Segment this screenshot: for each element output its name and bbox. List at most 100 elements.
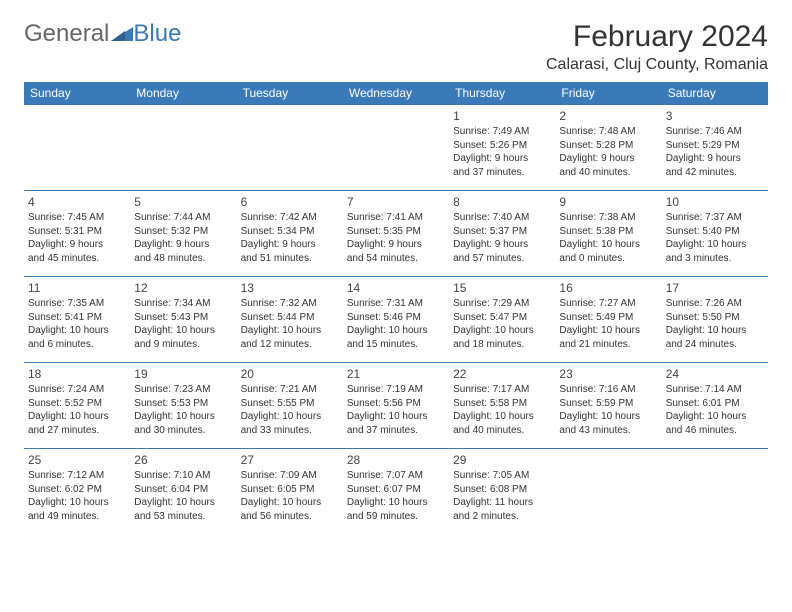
day-number: 8 <box>453 194 551 210</box>
day-number: 21 <box>347 366 445 382</box>
day-daylight2: and 30 minutes. <box>134 424 232 438</box>
calendar-day-cell: 27Sunrise: 7:09 AMSunset: 6:05 PMDayligh… <box>237 449 343 535</box>
day-number: 6 <box>241 194 339 210</box>
day-sunset: Sunset: 6:01 PM <box>666 397 764 411</box>
day-daylight2: and 45 minutes. <box>28 252 126 266</box>
day-daylight2: and 54 minutes. <box>347 252 445 266</box>
day-sunrise: Sunrise: 7:26 AM <box>666 297 764 311</box>
day-daylight2: and 12 minutes. <box>241 338 339 352</box>
day-daylight1: Daylight: 9 hours <box>666 152 764 166</box>
day-daylight2: and 33 minutes. <box>241 424 339 438</box>
day-number: 4 <box>28 194 126 210</box>
calendar-day-cell: 9Sunrise: 7:38 AMSunset: 5:38 PMDaylight… <box>555 191 661 277</box>
day-sunset: Sunset: 5:47 PM <box>453 311 551 325</box>
calendar-day-cell: 8Sunrise: 7:40 AMSunset: 5:37 PMDaylight… <box>449 191 555 277</box>
calendar-day-cell: 29Sunrise: 7:05 AMSunset: 6:08 PMDayligh… <box>449 449 555 535</box>
weekday-header: Monday <box>130 82 236 105</box>
day-daylight1: Daylight: 10 hours <box>453 324 551 338</box>
day-sunset: Sunset: 5:56 PM <box>347 397 445 411</box>
day-sunrise: Sunrise: 7:05 AM <box>453 469 551 483</box>
weekday-header: Sunday <box>24 82 130 105</box>
calendar-day-cell: 22Sunrise: 7:17 AMSunset: 5:58 PMDayligh… <box>449 363 555 449</box>
location: Calarasi, Cluj County, Romania <box>546 56 768 74</box>
day-sunset: Sunset: 5:44 PM <box>241 311 339 325</box>
day-number: 12 <box>134 280 232 296</box>
calendar-day-cell: 6Sunrise: 7:42 AMSunset: 5:34 PMDaylight… <box>237 191 343 277</box>
day-sunset: Sunset: 5:32 PM <box>134 225 232 239</box>
weekday-header-row: SundayMondayTuesdayWednesdayThursdayFrid… <box>24 82 768 105</box>
day-sunset: Sunset: 5:53 PM <box>134 397 232 411</box>
day-daylight1: Daylight: 10 hours <box>347 410 445 424</box>
day-sunset: Sunset: 5:34 PM <box>241 225 339 239</box>
day-sunrise: Sunrise: 7:37 AM <box>666 211 764 225</box>
calendar-week-row: 25Sunrise: 7:12 AMSunset: 6:02 PMDayligh… <box>24 449 768 535</box>
day-daylight1: Daylight: 10 hours <box>241 496 339 510</box>
day-daylight1: Daylight: 10 hours <box>28 324 126 338</box>
day-sunrise: Sunrise: 7:27 AM <box>559 297 657 311</box>
day-sunset: Sunset: 5:37 PM <box>453 225 551 239</box>
day-sunrise: Sunrise: 7:21 AM <box>241 383 339 397</box>
calendar-day-cell: 14Sunrise: 7:31 AMSunset: 5:46 PMDayligh… <box>343 277 449 363</box>
day-daylight2: and 37 minutes. <box>453 166 551 180</box>
day-sunrise: Sunrise: 7:17 AM <box>453 383 551 397</box>
day-daylight2: and 42 minutes. <box>666 166 764 180</box>
weekday-header: Tuesday <box>237 82 343 105</box>
day-daylight2: and 40 minutes. <box>453 424 551 438</box>
day-sunset: Sunset: 5:40 PM <box>666 225 764 239</box>
calendar-body: 1Sunrise: 7:49 AMSunset: 5:26 PMDaylight… <box>24 105 768 535</box>
day-daylight1: Daylight: 10 hours <box>666 324 764 338</box>
day-sunrise: Sunrise: 7:24 AM <box>28 383 126 397</box>
day-daylight2: and 49 minutes. <box>28 510 126 524</box>
day-number: 2 <box>559 108 657 124</box>
day-number: 29 <box>453 452 551 468</box>
day-number: 9 <box>559 194 657 210</box>
calendar-empty-cell <box>555 449 661 535</box>
day-number: 3 <box>666 108 764 124</box>
day-sunrise: Sunrise: 7:48 AM <box>559 125 657 139</box>
day-number: 19 <box>134 366 232 382</box>
day-daylight2: and 43 minutes. <box>559 424 657 438</box>
day-sunrise: Sunrise: 7:14 AM <box>666 383 764 397</box>
month-title: February 2024 <box>546 20 768 54</box>
calendar-day-cell: 17Sunrise: 7:26 AMSunset: 5:50 PMDayligh… <box>662 277 768 363</box>
calendar-empty-cell <box>130 105 236 191</box>
day-number: 28 <box>347 452 445 468</box>
day-daylight1: Daylight: 10 hours <box>28 496 126 510</box>
day-sunrise: Sunrise: 7:34 AM <box>134 297 232 311</box>
day-sunrise: Sunrise: 7:40 AM <box>453 211 551 225</box>
day-number: 5 <box>134 194 232 210</box>
calendar-day-cell: 25Sunrise: 7:12 AMSunset: 6:02 PMDayligh… <box>24 449 130 535</box>
calendar-day-cell: 15Sunrise: 7:29 AMSunset: 5:47 PMDayligh… <box>449 277 555 363</box>
day-number: 10 <box>666 194 764 210</box>
day-daylight1: Daylight: 10 hours <box>559 410 657 424</box>
day-sunrise: Sunrise: 7:44 AM <box>134 211 232 225</box>
day-number: 23 <box>559 366 657 382</box>
title-block: February 2024 Calarasi, Cluj County, Rom… <box>546 20 768 74</box>
day-daylight1: Daylight: 10 hours <box>28 410 126 424</box>
header: General Blue February 2024 Calarasi, Clu… <box>24 20 768 74</box>
day-sunrise: Sunrise: 7:38 AM <box>559 211 657 225</box>
day-daylight2: and 27 minutes. <box>28 424 126 438</box>
day-sunset: Sunset: 6:04 PM <box>134 483 232 497</box>
calendar-day-cell: 16Sunrise: 7:27 AMSunset: 5:49 PMDayligh… <box>555 277 661 363</box>
calendar-day-cell: 10Sunrise: 7:37 AMSunset: 5:40 PMDayligh… <box>662 191 768 277</box>
day-daylight1: Daylight: 10 hours <box>347 496 445 510</box>
calendar-day-cell: 23Sunrise: 7:16 AMSunset: 5:59 PMDayligh… <box>555 363 661 449</box>
day-daylight1: Daylight: 10 hours <box>134 496 232 510</box>
weekday-header: Friday <box>555 82 661 105</box>
calendar-empty-cell <box>237 105 343 191</box>
calendar-week-row: 18Sunrise: 7:24 AMSunset: 5:52 PMDayligh… <box>24 363 768 449</box>
day-number: 25 <box>28 452 126 468</box>
calendar-empty-cell <box>343 105 449 191</box>
day-number: 27 <box>241 452 339 468</box>
day-daylight2: and 40 minutes. <box>559 166 657 180</box>
calendar-day-cell: 12Sunrise: 7:34 AMSunset: 5:43 PMDayligh… <box>130 277 236 363</box>
day-sunset: Sunset: 6:05 PM <box>241 483 339 497</box>
day-sunset: Sunset: 5:31 PM <box>28 225 126 239</box>
day-sunset: Sunset: 5:59 PM <box>559 397 657 411</box>
calendar-day-cell: 5Sunrise: 7:44 AMSunset: 5:32 PMDaylight… <box>130 191 236 277</box>
calendar-day-cell: 21Sunrise: 7:19 AMSunset: 5:56 PMDayligh… <box>343 363 449 449</box>
day-sunset: Sunset: 5:43 PM <box>134 311 232 325</box>
calendar-day-cell: 28Sunrise: 7:07 AMSunset: 6:07 PMDayligh… <box>343 449 449 535</box>
day-daylight1: Daylight: 10 hours <box>453 410 551 424</box>
